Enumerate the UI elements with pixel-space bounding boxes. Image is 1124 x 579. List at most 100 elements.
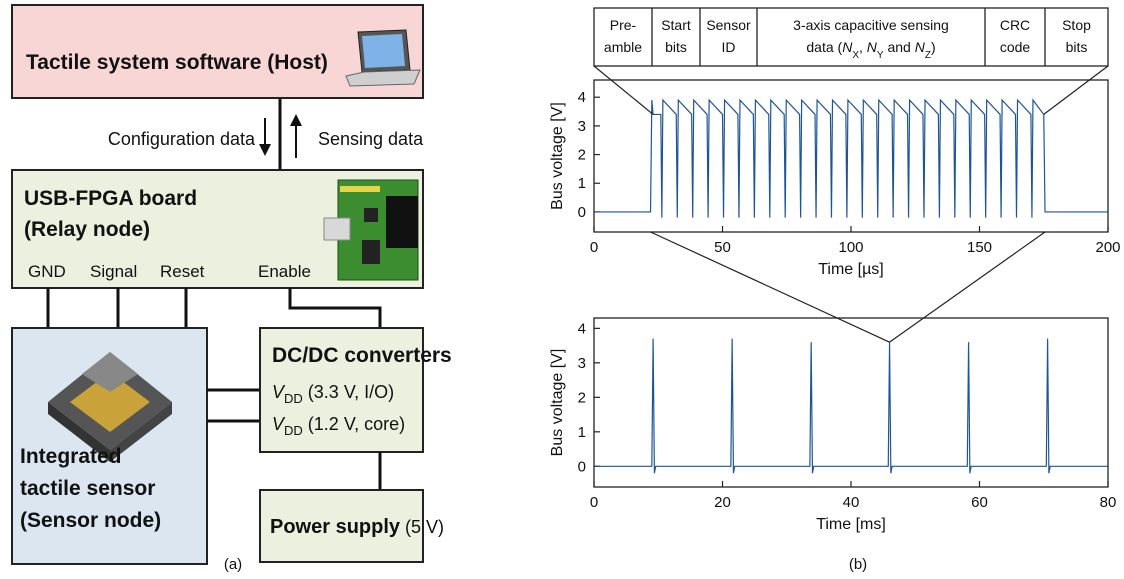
y-axis-label: Bus voltage [V] (549, 102, 566, 210)
pin-label: Reset (160, 262, 205, 281)
packet-text: N (842, 39, 853, 55)
packet-text: code (1000, 39, 1031, 55)
pin-label: GND (28, 262, 66, 281)
relay-title: USB-FPGA board (24, 187, 197, 210)
supply-name: Power supply (270, 516, 401, 538)
zoom-line (650, 231, 890, 343)
packet-text: data ( (806, 39, 842, 55)
packet-text: N (915, 39, 926, 55)
rail-sub: DD (284, 423, 303, 438)
pin-labels: GND Signal Reset Enable (28, 262, 311, 281)
supply-spec: (5 V) (400, 517, 444, 537)
packet-text: Pre- (610, 17, 637, 33)
link-label: Sensing data (318, 129, 424, 149)
x-tick-label: 50 (714, 239, 731, 256)
packet-text: amble (604, 39, 642, 55)
x-tick-label: 20 (714, 494, 731, 511)
packet-field: 3-axis capacitive sensing (793, 17, 949, 33)
y-tick-label: 2 (578, 147, 586, 164)
packet-text: Sensor (706, 17, 751, 33)
sensor-label: Integrated (20, 445, 122, 468)
arrow-head (259, 144, 271, 156)
x-tick-label: 150 (967, 239, 992, 256)
packet-text: bits (1066, 39, 1088, 55)
rail-label: VDD (3.3 V, I/O) (272, 382, 394, 406)
y-tick-label: 0 (578, 204, 586, 221)
wire (288, 288, 382, 328)
y-tick-label: 0 (578, 458, 586, 475)
x-axis-label: Time [µs] (818, 261, 884, 278)
packet-field: bits (665, 39, 687, 55)
packet-text: ID (722, 39, 736, 55)
arrow-head (290, 114, 302, 126)
packet-text: 3-axis capacitive sensing (793, 17, 949, 33)
y-tick-label: 4 (578, 89, 586, 106)
packet-text: and (884, 39, 915, 55)
packet-text: bits (665, 39, 687, 55)
supply-label: Power supply (5 V) (270, 516, 444, 538)
pin-label: Signal (90, 262, 137, 281)
packet-text: X (852, 50, 859, 61)
packet-text: Y (877, 50, 884, 61)
x-axis-label: Time [ms] (816, 516, 886, 533)
plot-frame (593, 317, 1109, 488)
packet-text: ) (931, 39, 936, 55)
laptop-icon (345, 29, 421, 87)
relay-subtitle: (Relay node) (24, 218, 150, 241)
rail-symbol: V (272, 414, 286, 434)
packet-field: code (1000, 39, 1031, 55)
signal-line (594, 98, 1108, 218)
packet-text: Z (925, 50, 931, 61)
packet-text: Stop (1062, 17, 1091, 33)
packet-text: Start (661, 17, 691, 33)
x-tick-label: 40 (843, 494, 860, 511)
link-label: Configuration data (108, 129, 256, 149)
packet-field: Pre- (610, 17, 637, 33)
zoom-line (889, 231, 1046, 343)
plot-frame (593, 79, 1109, 233)
packet-field: Start (661, 17, 691, 33)
packet-text: , (859, 39, 867, 55)
pin-label: Enable (258, 262, 311, 281)
sensor-icon (48, 352, 172, 462)
packet-field: bits (1066, 39, 1088, 55)
sensor-label: (Sensor node) (20, 509, 161, 532)
host-label: Tactile system software (Host) (26, 51, 328, 74)
caption: (a) (224, 556, 242, 573)
x-tick-label: 60 (971, 494, 988, 511)
y-tick-label: 3 (578, 355, 586, 372)
packet-text: N (867, 39, 878, 55)
rail-sub: DD (284, 391, 303, 406)
rail-symbol: V (272, 382, 286, 402)
y-tick-label: 1 (578, 424, 586, 441)
packet-field: ID (722, 39, 736, 55)
rail-spec: (1.2 V, core) (303, 414, 405, 434)
packet-field: Stop (1062, 17, 1091, 33)
x-tick-label: 0 (590, 494, 598, 511)
caption: (b) (849, 556, 867, 573)
converter-box (259, 327, 424, 453)
y-tick-label: 3 (578, 118, 586, 135)
converter-title: DC/DC converters (272, 344, 452, 367)
zoom-line (1043, 65, 1109, 115)
y-tick-label: 4 (578, 320, 586, 337)
packet-field: data (NX, NY and NZ) (806, 39, 935, 61)
packet-field: amble (604, 39, 642, 55)
rail-spec: (3.3 V, I/O) (303, 382, 394, 402)
y-tick-label: 1 (578, 175, 586, 192)
signal-line (594, 338, 1108, 474)
sensor-label: tactile sensor (20, 477, 155, 500)
y-axis-label: Bus voltage [V] (549, 349, 566, 457)
supply-box (259, 489, 424, 563)
fpga-board-icon (323, 179, 419, 281)
zoom-line (593, 65, 654, 115)
x-tick-label: 80 (1100, 494, 1117, 511)
packet-text: CRC (1000, 17, 1030, 33)
x-tick-label: 200 (1095, 239, 1120, 256)
x-tick-label: 100 (838, 239, 863, 256)
x-tick-label: 0 (590, 239, 598, 256)
packet-field: CRC (1000, 17, 1030, 33)
packet-field: Sensor (706, 17, 751, 33)
rail-label: VDD (1.2 V, core) (272, 414, 405, 438)
